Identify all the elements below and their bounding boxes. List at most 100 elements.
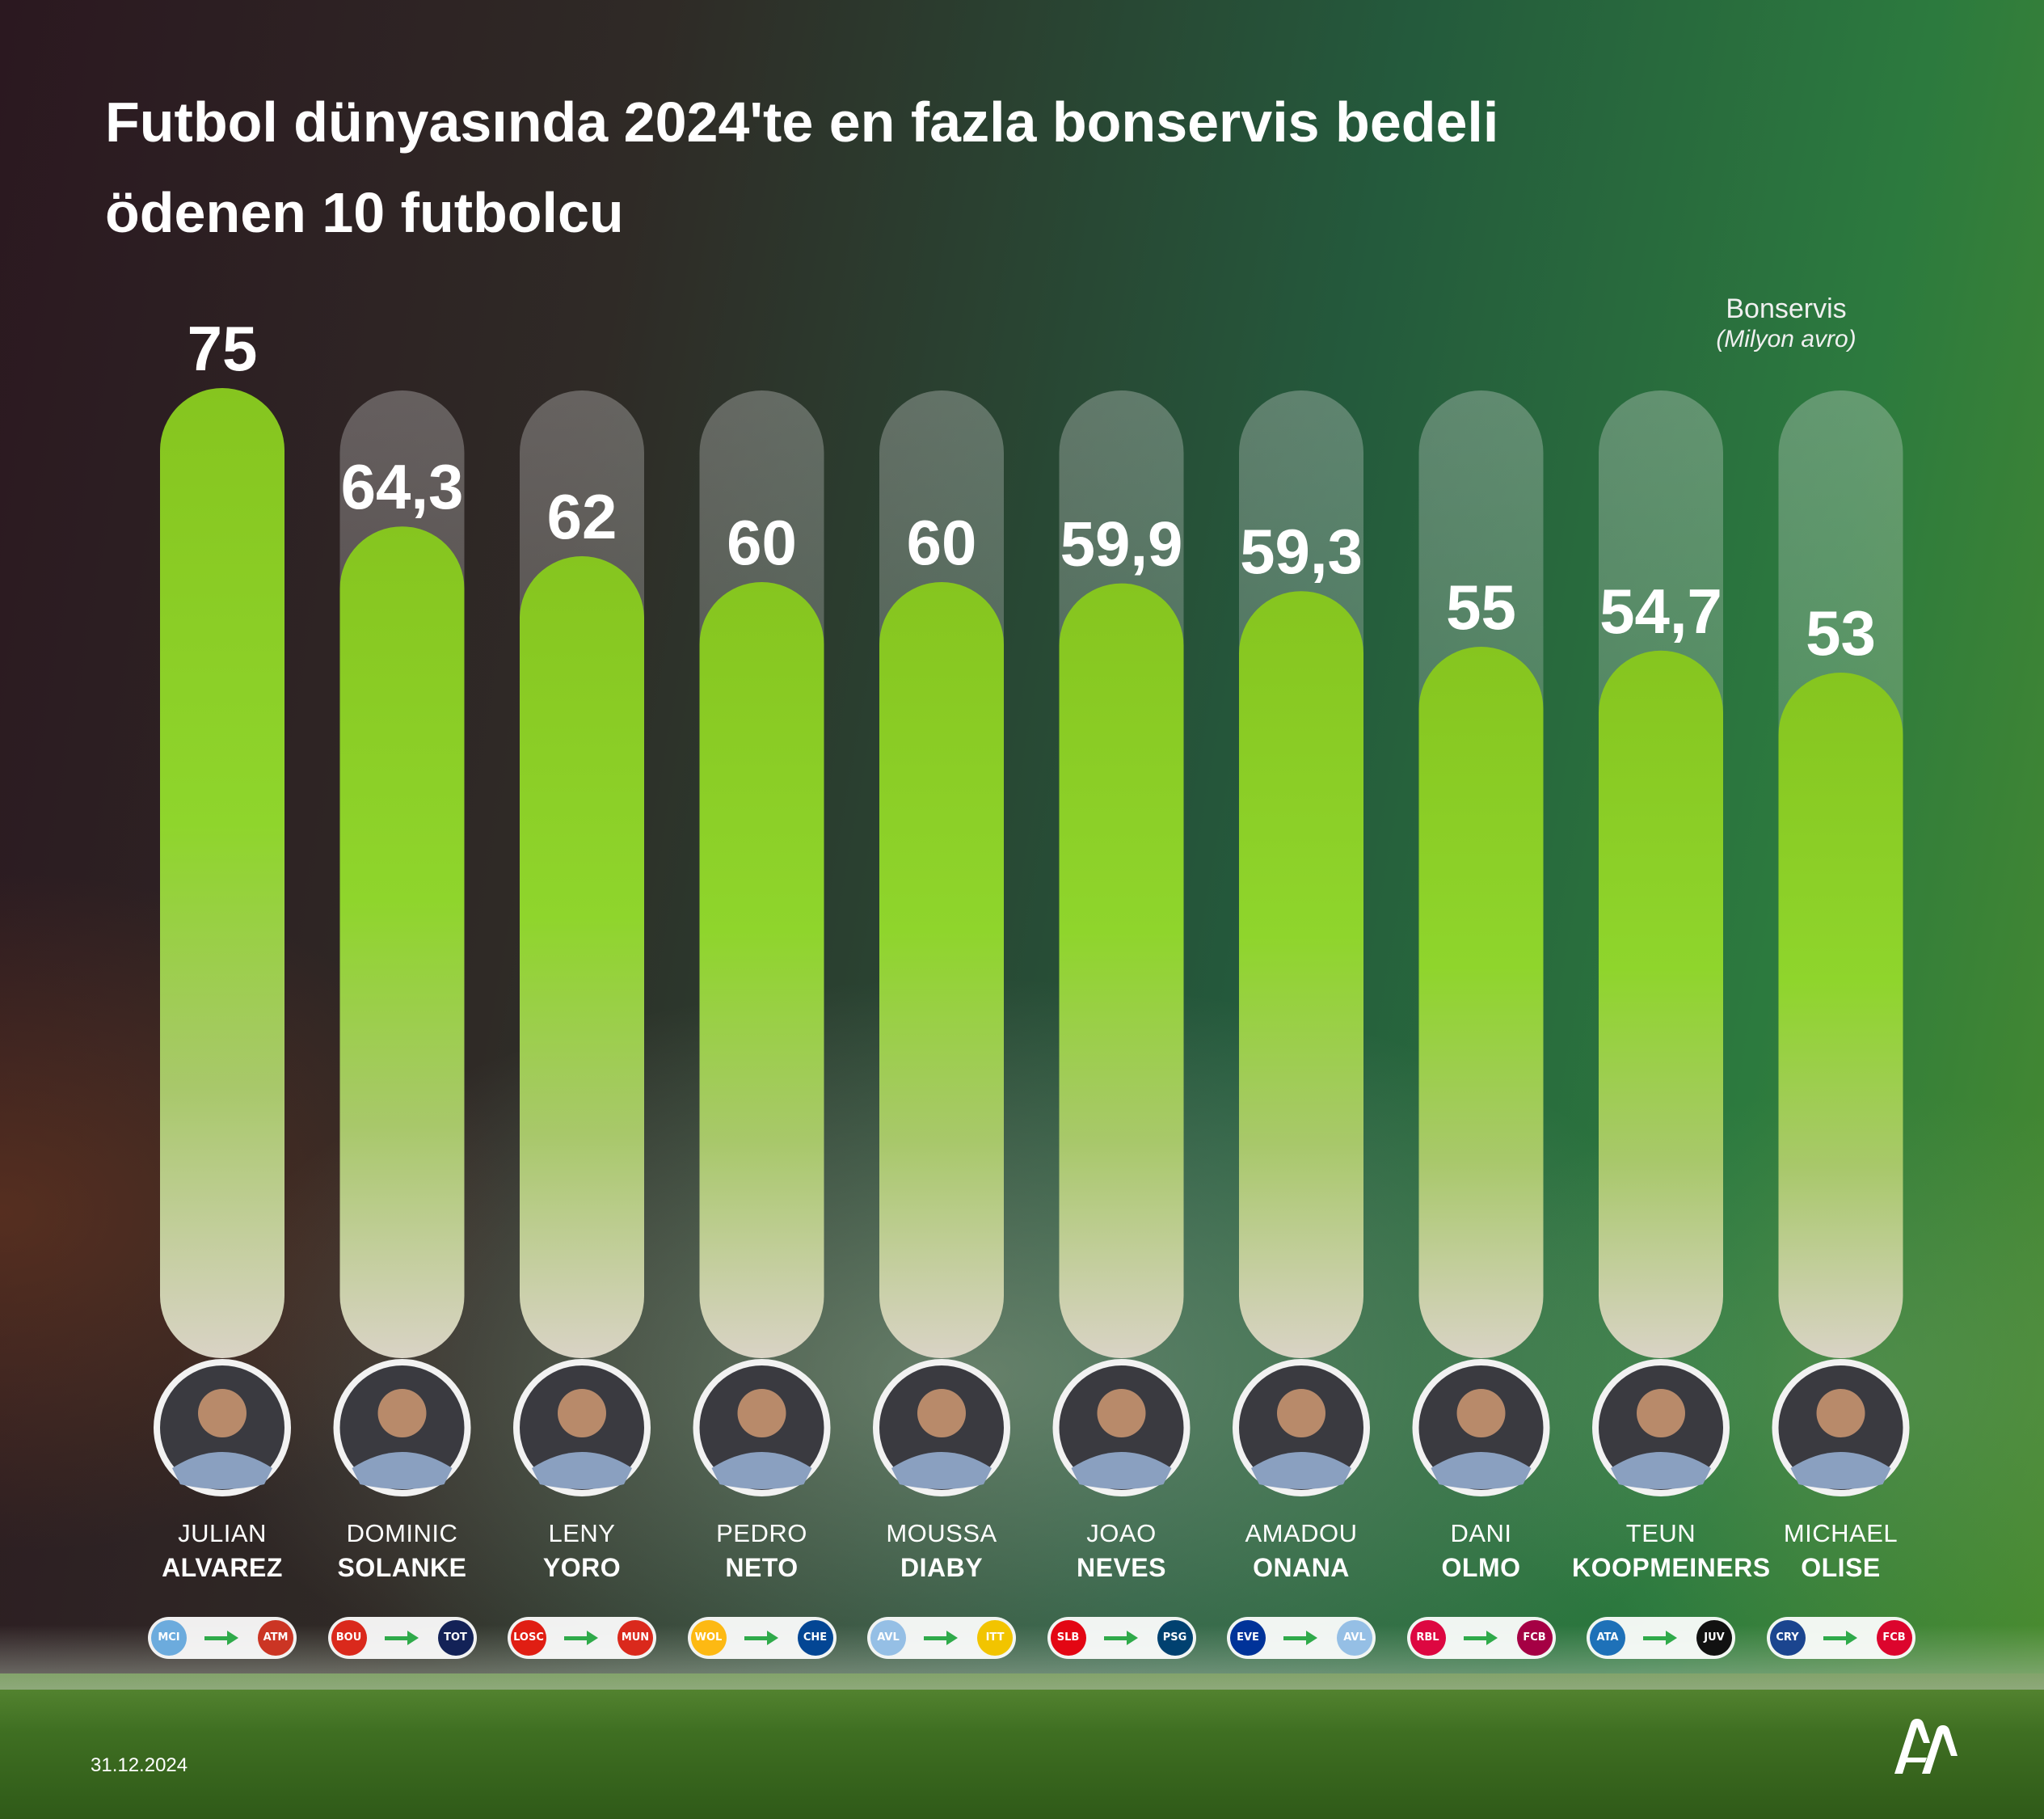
- player-first-name: MICHAEL: [1783, 1519, 1899, 1547]
- bar: [1239, 591, 1363, 1358]
- bar: [339, 526, 465, 1359]
- to-club-icon: TOT: [437, 1620, 474, 1656]
- player-photo: [513, 1359, 651, 1496]
- player-name: PEDRO NETO: [673, 1517, 851, 1585]
- value-label: 60: [907, 507, 977, 578]
- player-photo: [1592, 1359, 1730, 1496]
- transfer-badge: RBL FCB: [1406, 1617, 1556, 1659]
- transfer-badge: EVE AVL: [1227, 1617, 1376, 1659]
- arrow-right-icon: [1283, 1631, 1317, 1645]
- bar: [520, 556, 644, 1358]
- player-photo: [693, 1359, 831, 1496]
- from-club-icon: LOSC: [511, 1620, 546, 1656]
- arrow-right-icon: [384, 1631, 419, 1645]
- to-club-icon: FCB: [1876, 1620, 1912, 1656]
- bar: [879, 582, 1004, 1358]
- player-name: DOMINIC SOLANKE: [314, 1517, 491, 1585]
- transfer-badge: AVL ITT: [867, 1617, 1016, 1659]
- player-photo: [333, 1359, 471, 1496]
- arrow-right-icon: [744, 1631, 778, 1645]
- arrow-right-icon: [1643, 1631, 1677, 1645]
- from-club-icon: CRY: [1769, 1620, 1806, 1656]
- transfer-badge: MCI ATM: [148, 1617, 297, 1659]
- to-club-icon: ATM: [258, 1620, 293, 1656]
- page-title: Futbol dünyasında 2024'te en fazla bonse…: [105, 91, 1499, 244]
- value-label: 75: [188, 313, 258, 384]
- player-first-name: PEDRO: [716, 1519, 807, 1547]
- value-label: 59,9: [1060, 509, 1183, 580]
- to-club-icon: AVL: [1337, 1620, 1372, 1656]
- player-photo: [1052, 1359, 1191, 1496]
- player-photo: [1233, 1359, 1370, 1496]
- value-label: 54,7: [1599, 576, 1722, 647]
- player-name: JOAO NEVES: [1033, 1517, 1211, 1585]
- transfer-badge: BOU TOT: [327, 1617, 477, 1659]
- from-club-icon: BOU: [331, 1620, 367, 1656]
- to-club-icon: MUN: [617, 1620, 653, 1656]
- player-name: DANI OLMO: [1393, 1517, 1570, 1585]
- player-name: AMADOU ONANA: [1212, 1517, 1390, 1585]
- player-name: MICHAEL OLISE: [1752, 1517, 1930, 1585]
- arrow-right-icon: [564, 1631, 598, 1645]
- player-last-name: KOOPMEINERS: [1572, 1553, 1771, 1582]
- player-name: TEUN KOOPMEINERS: [1572, 1517, 1771, 1585]
- from-club-icon: MCI: [151, 1620, 187, 1656]
- player-name: LENY YORO: [493, 1517, 671, 1585]
- transfer-badge: SLB PSG: [1047, 1617, 1196, 1659]
- to-club-icon: ITT: [977, 1620, 1013, 1656]
- player-first-name: TEUN: [1625, 1519, 1696, 1547]
- unit-label-line2: (Milyon avro): [1716, 326, 1856, 352]
- value-label: 55: [1446, 572, 1516, 643]
- player-last-name: NETO: [725, 1553, 799, 1582]
- player-photo: [1412, 1359, 1550, 1496]
- arrow-right-icon: [204, 1631, 238, 1645]
- bar: [699, 582, 824, 1358]
- player-first-name: JOAO: [1086, 1519, 1157, 1547]
- player-photo: [1772, 1359, 1910, 1496]
- value-label: 59,3: [1240, 516, 1363, 587]
- from-club-icon: AVL: [870, 1620, 906, 1656]
- player-first-name: DANI: [1450, 1519, 1512, 1547]
- to-club-icon: JUV: [1696, 1620, 1732, 1656]
- arrow-right-icon: [1823, 1631, 1857, 1645]
- arrow-right-icon: [924, 1631, 958, 1645]
- player-first-name: DOMINIC: [346, 1519, 458, 1547]
- player-first-name: JULIAN: [178, 1519, 267, 1547]
- transfer-badge: WOL CHE: [687, 1617, 837, 1659]
- from-club-icon: ATA: [1590, 1620, 1625, 1656]
- transfer-badge: ATA JUV: [1587, 1617, 1735, 1659]
- player-last-name: DIABY: [900, 1553, 984, 1582]
- from-club-icon: SLB: [1050, 1620, 1086, 1656]
- from-club-icon: EVE: [1230, 1620, 1266, 1656]
- from-club-icon: WOL: [690, 1620, 727, 1656]
- value-label: 60: [727, 507, 797, 578]
- player-last-name: ONANA: [1253, 1553, 1350, 1582]
- unit-label: Bonservis (Milyon avro): [1665, 293, 1907, 354]
- player-photo: [873, 1359, 1010, 1496]
- bar: [1778, 673, 1903, 1358]
- player-first-name: LENY: [548, 1519, 616, 1547]
- unit-label-line1: Bonservis: [1726, 293, 1847, 324]
- to-club-icon: PSG: [1157, 1620, 1193, 1656]
- value-label: 62: [547, 481, 617, 552]
- transfer-badge: LOSC MUN: [508, 1617, 656, 1659]
- bar: [1418, 647, 1544, 1358]
- value-label: 53: [1806, 597, 1876, 669]
- arrow-right-icon: [1463, 1631, 1498, 1645]
- from-club-icon: RBL: [1410, 1620, 1446, 1656]
- arrow-right-icon: [1103, 1631, 1138, 1645]
- to-club-icon: FCB: [1516, 1620, 1553, 1656]
- player-first-name: AMADOU: [1245, 1519, 1358, 1547]
- value-label: 64,3: [341, 451, 464, 522]
- bar: [1599, 650, 1723, 1358]
- aa-logo-icon: [1894, 1719, 1958, 1774]
- player-last-name: SOLANKE: [337, 1553, 467, 1582]
- to-club-icon: CHE: [797, 1620, 833, 1656]
- transfer-badge: CRY FCB: [1766, 1617, 1915, 1659]
- player-last-name: OLMO: [1441, 1553, 1521, 1582]
- player-last-name: OLISE: [1801, 1553, 1881, 1582]
- player-last-name: YORO: [542, 1553, 622, 1582]
- player-photo: [154, 1359, 291, 1496]
- player-name: JULIAN ALVAREZ: [133, 1517, 311, 1585]
